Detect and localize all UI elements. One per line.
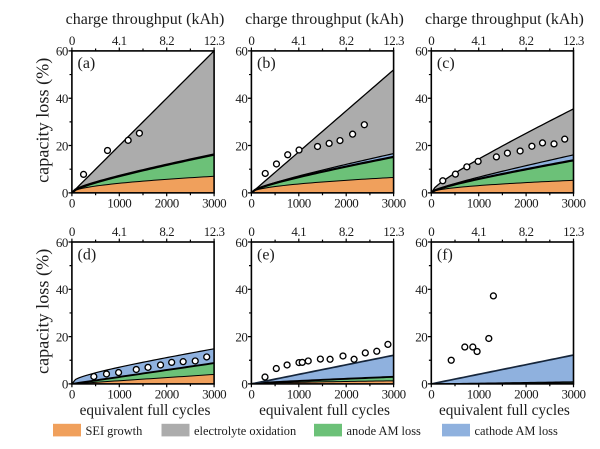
svg-text:capacity loss (%): capacity loss (%)	[33, 58, 54, 183]
svg-text:(a): (a)	[78, 55, 96, 72]
svg-text:60: 60	[415, 235, 427, 250]
svg-text:12.3: 12.3	[383, 33, 404, 48]
svg-text:20: 20	[56, 138, 68, 153]
svg-text:0: 0	[69, 196, 75, 211]
svg-text:2000: 2000	[514, 196, 538, 211]
svg-text:3000: 3000	[562, 196, 586, 211]
svg-text:0: 0	[241, 377, 247, 392]
svg-text:12.3: 12.3	[563, 224, 584, 239]
svg-text:3000: 3000	[202, 196, 226, 211]
svg-text:3000: 3000	[382, 387, 406, 402]
svg-text:0: 0	[62, 186, 68, 201]
svg-text:equivalent full cycles: equivalent full cycles	[439, 402, 570, 419]
svg-text:4.1: 4.1	[112, 224, 127, 239]
svg-text:40: 40	[235, 91, 247, 106]
svg-text:2000: 2000	[334, 387, 358, 402]
svg-text:40: 40	[56, 91, 68, 106]
svg-text:8.2: 8.2	[519, 33, 534, 48]
svg-text:4.1: 4.1	[471, 224, 486, 239]
svg-text:(b): (b)	[257, 55, 276, 72]
svg-text:40: 40	[415, 282, 427, 297]
svg-text:1000: 1000	[467, 387, 491, 402]
svg-text:60: 60	[56, 235, 68, 250]
svg-text:12.3: 12.3	[204, 33, 225, 48]
svg-text:1000: 1000	[467, 196, 491, 211]
svg-text:0: 0	[248, 224, 254, 239]
svg-text:12.3: 12.3	[563, 33, 584, 48]
svg-text:(f): (f)	[437, 246, 453, 263]
svg-text:equivalent full cycles: equivalent full cycles	[80, 402, 211, 419]
svg-text:12.3: 12.3	[383, 224, 404, 239]
svg-text:0: 0	[69, 33, 75, 48]
svg-text:(d): (d)	[78, 246, 97, 263]
svg-text:1000: 1000	[287, 196, 311, 211]
svg-text:60: 60	[415, 44, 427, 59]
svg-text:60: 60	[56, 44, 68, 59]
svg-text:cathode AM loss: cathode AM loss	[475, 424, 558, 438]
svg-text:1000: 1000	[107, 196, 131, 211]
svg-text:40: 40	[235, 282, 247, 297]
svg-text:20: 20	[415, 138, 427, 153]
svg-text:0: 0	[248, 387, 254, 402]
svg-text:0: 0	[69, 224, 75, 239]
svg-text:4.1: 4.1	[471, 33, 486, 48]
svg-text:charge throughput (kAh): charge throughput (kAh)	[425, 11, 584, 28]
svg-text:3000: 3000	[202, 387, 226, 402]
svg-text:0: 0	[428, 196, 434, 211]
svg-text:anode AM loss: anode AM loss	[347, 424, 422, 438]
svg-text:0: 0	[421, 186, 427, 201]
svg-text:8.2: 8.2	[159, 224, 174, 239]
svg-text:SEI growth: SEI growth	[86, 424, 144, 438]
svg-text:3000: 3000	[562, 387, 586, 402]
svg-text:20: 20	[415, 329, 427, 344]
svg-text:0: 0	[62, 377, 68, 392]
svg-text:4.1: 4.1	[291, 224, 306, 239]
svg-text:0: 0	[69, 387, 75, 402]
svg-text:40: 40	[415, 91, 427, 106]
svg-text:8.2: 8.2	[339, 224, 354, 239]
svg-text:1000: 1000	[107, 387, 131, 402]
svg-text:0: 0	[428, 224, 434, 239]
svg-text:2000: 2000	[155, 387, 179, 402]
svg-text:2000: 2000	[155, 196, 179, 211]
svg-text:0: 0	[428, 387, 434, 402]
svg-text:12.3: 12.3	[204, 224, 225, 239]
svg-text:8.2: 8.2	[339, 33, 354, 48]
svg-text:20: 20	[56, 329, 68, 344]
svg-text:(e): (e)	[257, 246, 275, 263]
svg-text:0: 0	[421, 377, 427, 392]
svg-text:2000: 2000	[514, 387, 538, 402]
svg-text:1000: 1000	[287, 387, 311, 402]
svg-text:20: 20	[235, 138, 247, 153]
svg-text:charge throughput (kAh): charge throughput (kAh)	[245, 11, 404, 28]
svg-text:60: 60	[235, 235, 247, 250]
svg-text:0: 0	[248, 33, 254, 48]
svg-text:capacity loss (%): capacity loss (%)	[33, 249, 54, 374]
svg-text:8.2: 8.2	[159, 33, 174, 48]
svg-text:0: 0	[428, 33, 434, 48]
svg-text:4.1: 4.1	[112, 33, 127, 48]
svg-text:40: 40	[56, 282, 68, 297]
svg-text:(c): (c)	[437, 55, 455, 72]
svg-text:4.1: 4.1	[291, 33, 306, 48]
svg-text:60: 60	[235, 44, 247, 59]
svg-text:3000: 3000	[382, 196, 406, 211]
svg-text:charge throughput (kAh): charge throughput (kAh)	[66, 11, 225, 28]
svg-text:8.2: 8.2	[519, 224, 534, 239]
svg-text:0: 0	[248, 196, 254, 211]
svg-text:equivalent full cycles: equivalent full cycles	[259, 402, 390, 419]
svg-text:0: 0	[241, 186, 247, 201]
svg-text:20: 20	[235, 329, 247, 344]
svg-text:2000: 2000	[334, 196, 358, 211]
svg-text:electrolyte oxidation: electrolyte oxidation	[194, 424, 296, 438]
